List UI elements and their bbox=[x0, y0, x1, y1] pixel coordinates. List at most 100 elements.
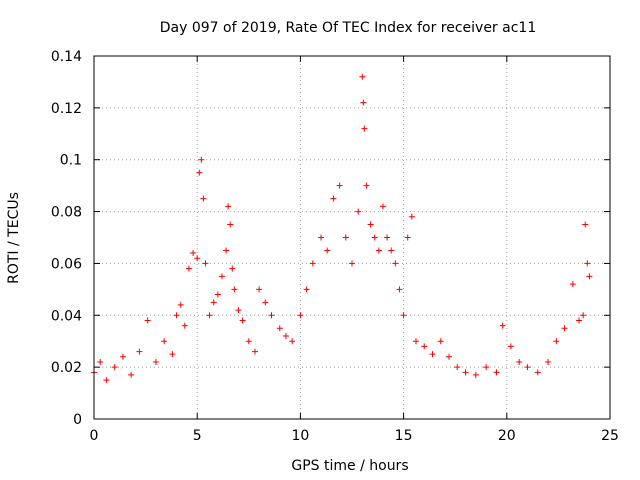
data-point bbox=[97, 358, 104, 365]
x-tick-label: 5 bbox=[193, 428, 202, 444]
data-point bbox=[379, 203, 386, 210]
data-point bbox=[231, 286, 238, 293]
y-tick-label: 0.08 bbox=[51, 205, 82, 221]
data-point bbox=[303, 286, 310, 293]
data-point bbox=[229, 265, 236, 272]
data-point bbox=[330, 195, 337, 202]
data-points bbox=[91, 73, 593, 384]
data-point bbox=[524, 364, 531, 371]
data-point bbox=[256, 286, 263, 293]
y-tick-label: 0.02 bbox=[51, 360, 82, 376]
data-point bbox=[371, 234, 378, 241]
data-point bbox=[412, 338, 419, 345]
data-point bbox=[429, 351, 436, 358]
x-tick-label: 25 bbox=[601, 428, 619, 444]
data-point bbox=[446, 353, 453, 360]
data-point bbox=[576, 317, 583, 324]
data-point bbox=[472, 371, 479, 378]
data-point bbox=[367, 221, 374, 228]
data-point bbox=[392, 260, 399, 267]
data-point bbox=[375, 247, 382, 254]
data-point bbox=[297, 312, 304, 319]
data-point bbox=[103, 377, 110, 384]
data-point bbox=[239, 317, 246, 324]
data-point bbox=[177, 301, 184, 308]
data-point bbox=[569, 281, 576, 288]
y-tick-labels: 0 0.02 0.04 0.06 0.08 0.1 0.12 0.14 bbox=[51, 49, 82, 428]
y-tick-label: 0.14 bbox=[51, 49, 82, 65]
data-point bbox=[144, 317, 151, 324]
data-point bbox=[235, 307, 242, 314]
data-point bbox=[561, 325, 568, 332]
y-tick-label: 0.04 bbox=[51, 308, 82, 324]
data-point bbox=[198, 156, 205, 163]
axis-ticks bbox=[93, 55, 611, 420]
data-point bbox=[582, 221, 589, 228]
data-point bbox=[384, 234, 391, 241]
data-point bbox=[404, 234, 411, 241]
data-point bbox=[206, 312, 213, 319]
data-point bbox=[388, 247, 395, 254]
data-point bbox=[309, 260, 316, 267]
data-point bbox=[454, 364, 461, 371]
data-point bbox=[586, 273, 593, 280]
y-tick-label: 0.06 bbox=[51, 256, 82, 272]
data-point bbox=[289, 338, 296, 345]
data-point bbox=[363, 182, 370, 189]
data-point bbox=[190, 250, 197, 257]
data-point bbox=[194, 255, 201, 262]
data-point bbox=[251, 348, 258, 355]
y-axis-label: ROTI / TECUs bbox=[6, 192, 22, 284]
data-point bbox=[462, 369, 469, 376]
data-point bbox=[161, 338, 168, 345]
data-point bbox=[580, 312, 587, 319]
data-point bbox=[421, 343, 428, 350]
x-tick-label: 0 bbox=[90, 428, 99, 444]
x-tick-label: 10 bbox=[291, 428, 309, 444]
data-point bbox=[196, 169, 203, 176]
data-point bbox=[111, 364, 118, 371]
data-point bbox=[181, 322, 188, 329]
data-point bbox=[355, 208, 362, 215]
data-point bbox=[225, 203, 232, 210]
data-point bbox=[227, 221, 234, 228]
data-point bbox=[360, 99, 367, 106]
data-point bbox=[214, 291, 221, 298]
data-point bbox=[202, 260, 209, 267]
data-point bbox=[262, 299, 269, 306]
data-point bbox=[136, 348, 143, 355]
data-point bbox=[218, 273, 225, 280]
data-point bbox=[169, 351, 176, 358]
chart-title: Day 097 of 2019, Rate Of TEC Index for r… bbox=[160, 20, 536, 36]
data-point bbox=[245, 338, 252, 345]
data-point bbox=[342, 234, 349, 241]
data-point bbox=[516, 358, 523, 365]
data-point bbox=[584, 260, 591, 267]
y-tick-label: 0.12 bbox=[51, 101, 82, 117]
data-point bbox=[282, 333, 289, 340]
data-point bbox=[152, 358, 159, 365]
data-point bbox=[349, 260, 355, 267]
data-point bbox=[361, 125, 368, 132]
y-tick-label: 0.1 bbox=[60, 153, 82, 169]
data-point bbox=[223, 247, 230, 254]
data-point bbox=[200, 195, 207, 202]
x-tick-labels: 0 5 10 15 20 25 bbox=[90, 428, 619, 444]
data-point bbox=[400, 312, 407, 319]
data-point bbox=[210, 299, 217, 306]
data-point bbox=[553, 338, 560, 345]
plot-frame bbox=[93, 55, 611, 420]
grid bbox=[94, 56, 610, 419]
data-point bbox=[173, 312, 180, 319]
x-tick-label: 20 bbox=[498, 428, 516, 444]
data-point bbox=[185, 265, 192, 272]
data-point bbox=[499, 322, 506, 329]
data-point bbox=[408, 213, 415, 220]
data-point bbox=[276, 325, 283, 332]
data-point bbox=[268, 312, 275, 319]
data-point bbox=[318, 234, 325, 241]
data-point bbox=[359, 73, 366, 80]
data-point bbox=[128, 371, 135, 378]
data-point bbox=[119, 353, 126, 360]
